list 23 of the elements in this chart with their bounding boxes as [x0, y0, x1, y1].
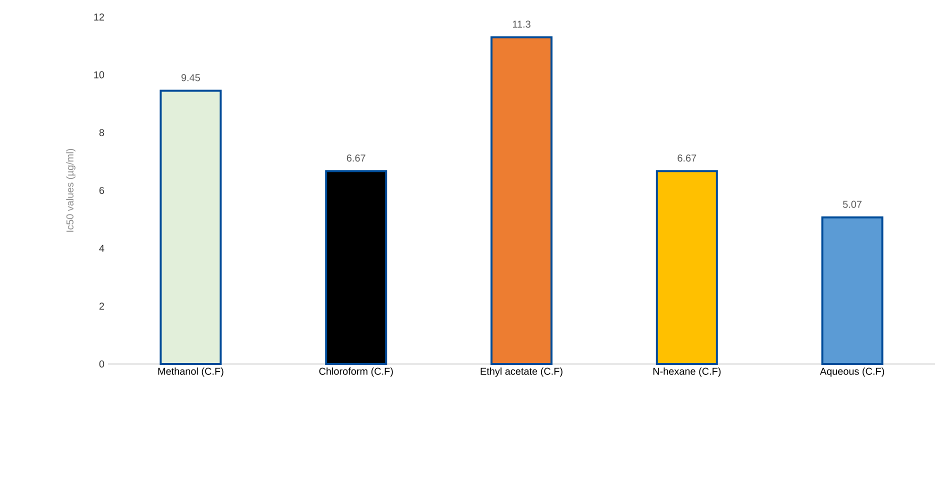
y-tick-label: 4 — [99, 244, 104, 252]
bar — [325, 170, 388, 365]
y-tick-label: 12 — [94, 14, 104, 20]
y-axis-title: Ic50 values (µg/ml) — [66, 148, 76, 232]
data-label: 6.67 — [678, 154, 696, 162]
data-label: 5.07 — [843, 200, 862, 208]
data-label: 11.3 — [512, 20, 530, 28]
data-label: 6.67 — [346, 154, 366, 162]
bar — [656, 170, 718, 365]
y-tick-label: 2 — [99, 302, 104, 310]
bar — [490, 36, 553, 365]
x-tick-label: Chloroform (C.F) — [319, 368, 393, 377]
bar — [160, 90, 222, 365]
x-tick-label: N-hexane (C.F) — [653, 368, 721, 377]
y-tick-label: 8 — [99, 129, 104, 136]
x-tick-label: Methanol (C.F) — [158, 368, 224, 377]
data-label: 9.45 — [181, 74, 200, 82]
y-tick-label: 0 — [99, 360, 104, 368]
x-tick-label: Ethyl acetate (C.F) — [480, 368, 562, 377]
x-tick-label: Aqueous (C.F) — [820, 368, 884, 377]
bar — [821, 216, 884, 365]
y-tick-label: 6 — [99, 186, 104, 194]
y-tick-label: 10 — [94, 71, 104, 78]
